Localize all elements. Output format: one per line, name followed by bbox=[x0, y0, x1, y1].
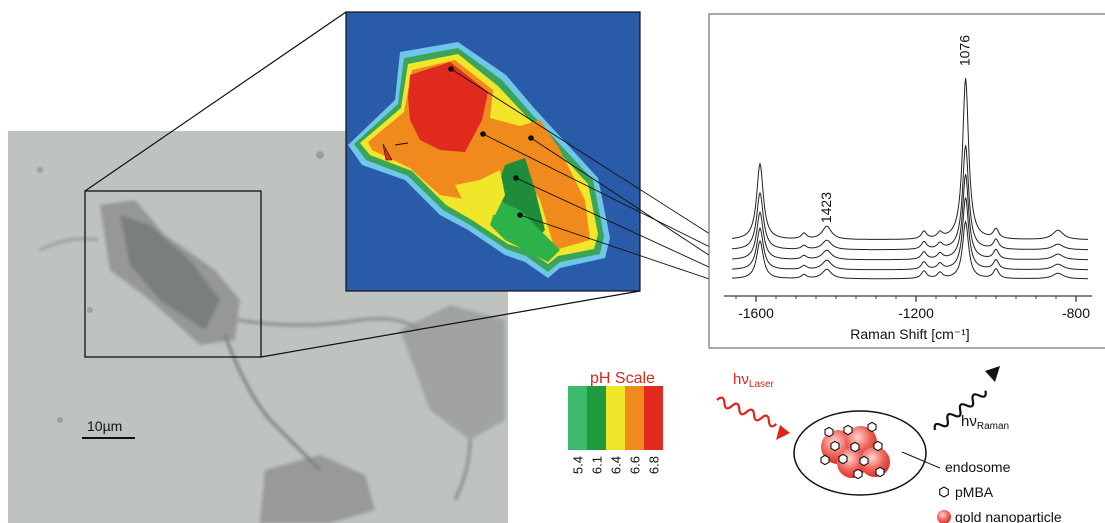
connector-line bbox=[450, 68, 725, 244]
pmba-molecule bbox=[838, 453, 848, 465]
cell-body-bottom bbox=[260, 455, 375, 523]
raman-label: hνRaman bbox=[961, 413, 1009, 432]
pmba-molecule bbox=[850, 441, 860, 453]
endosome-schematic: hνLaser hνRaman endosome pMBA gold nanop… bbox=[716, 366, 1062, 523]
ph-tick-label: 6.8 bbox=[647, 456, 662, 474]
chart-frame bbox=[708, 13, 1105, 349]
raman-spectrum-chart: -1600 -1200 -800 1423 1076 Raman Shift [cm⁻¹… bbox=[708, 13, 1105, 349]
ph-tick-label: 6.4 bbox=[609, 456, 624, 474]
ph-swatch bbox=[568, 386, 587, 450]
x-tick-label: -1200 bbox=[898, 305, 934, 321]
gold-nanoparticle-label: gold nanoparticle bbox=[955, 509, 1062, 523]
ph-scale-swatches: 5.4 6.1 6.4 6.6 6.8 bbox=[568, 386, 663, 474]
map-spectrum-connectors bbox=[450, 68, 725, 285]
connector-line bbox=[482, 133, 725, 255]
ph-map bbox=[345, 11, 641, 292]
laser-wave bbox=[716, 396, 778, 428]
cell-process-3 bbox=[39, 237, 99, 251]
ph-region-red-small bbox=[382, 143, 393, 161]
pmba-molecule bbox=[867, 421, 877, 433]
pmba-molecule bbox=[859, 455, 869, 467]
pmba-molecule bbox=[843, 424, 853, 436]
pmba-label: pMBA bbox=[955, 484, 994, 500]
spectrum-line bbox=[731, 219, 1088, 280]
spectrum-line bbox=[731, 197, 1089, 271]
ph-swatch bbox=[606, 386, 625, 450]
laser-arrowhead bbox=[776, 425, 790, 440]
debris-dot bbox=[316, 151, 324, 159]
ph-swatch bbox=[625, 386, 644, 450]
peak-label: 1423 bbox=[818, 192, 834, 223]
ph-swatch bbox=[587, 386, 606, 450]
ph-tick-label: 6.1 bbox=[590, 456, 605, 474]
spectrum-line bbox=[731, 174, 1088, 261]
endosome-label: endosome bbox=[945, 459, 1011, 475]
x-axis-label: Raman Shift [cm⁻¹] bbox=[850, 326, 969, 342]
pmba-molecule bbox=[824, 426, 834, 438]
debris-dot bbox=[37, 167, 43, 173]
ph-region-yellow-inner bbox=[455, 170, 505, 215]
ph-map-tick bbox=[394, 142, 409, 146]
zoom-connector-top bbox=[84, 11, 347, 192]
raman-wave bbox=[933, 390, 987, 431]
pmba-legend-hexagon bbox=[939, 486, 949, 498]
ph-scale-legend: pH Scale 5.4 6.1 6.4 6.6 6.8 bbox=[568, 370, 663, 474]
ph-tick-label: 5.4 bbox=[571, 456, 586, 474]
x-tick-label: -1600 bbox=[738, 305, 774, 321]
pmba-molecule bbox=[875, 466, 885, 478]
cell-nucleus-region bbox=[120, 215, 220, 330]
cell-process-4 bbox=[453, 439, 472, 501]
spectrum-line bbox=[731, 145, 1088, 251]
connector-line bbox=[519, 214, 725, 285]
pmba-legend-icon bbox=[939, 486, 949, 498]
peak-label: 1076 bbox=[957, 35, 973, 66]
pmba-molecule bbox=[853, 468, 863, 480]
ph-tick-label: 6.6 bbox=[628, 456, 643, 474]
zoom-connector-bottom bbox=[260, 290, 641, 358]
ph-region-red bbox=[408, 62, 488, 152]
debris-dot bbox=[87, 307, 93, 313]
pmba-molecule bbox=[873, 440, 883, 452]
raman-arrowhead bbox=[985, 366, 1000, 382]
cell-process-2 bbox=[237, 317, 421, 332]
spectrum-line bbox=[731, 78, 1088, 240]
zoom-region-box bbox=[84, 190, 262, 358]
debris-dot bbox=[57, 417, 63, 423]
scale-bar-label: 10µm bbox=[87, 418, 122, 434]
ph-swatch bbox=[644, 386, 663, 450]
micrograph-cells bbox=[39, 200, 505, 523]
x-tick-label: -800 bbox=[1062, 305, 1090, 321]
pmba-molecule bbox=[820, 454, 830, 466]
endosome-pointer bbox=[901, 451, 941, 469]
plot-area: -1600 -1200 -800 1423 1076 bbox=[724, 35, 1092, 321]
connector-line bbox=[530, 137, 725, 266]
gold-nanoparticle-legend-icon bbox=[937, 510, 951, 523]
ph-scale-title: pH Scale bbox=[590, 370, 655, 387]
cell-body-right bbox=[400, 305, 505, 440]
laser-label: hνLaser bbox=[733, 371, 775, 390]
connector-line bbox=[515, 177, 725, 275]
pmba-molecule bbox=[830, 440, 840, 452]
pmba-molecules bbox=[820, 421, 885, 480]
ph-region-green bbox=[490, 200, 560, 262]
cell-process bbox=[223, 334, 322, 472]
